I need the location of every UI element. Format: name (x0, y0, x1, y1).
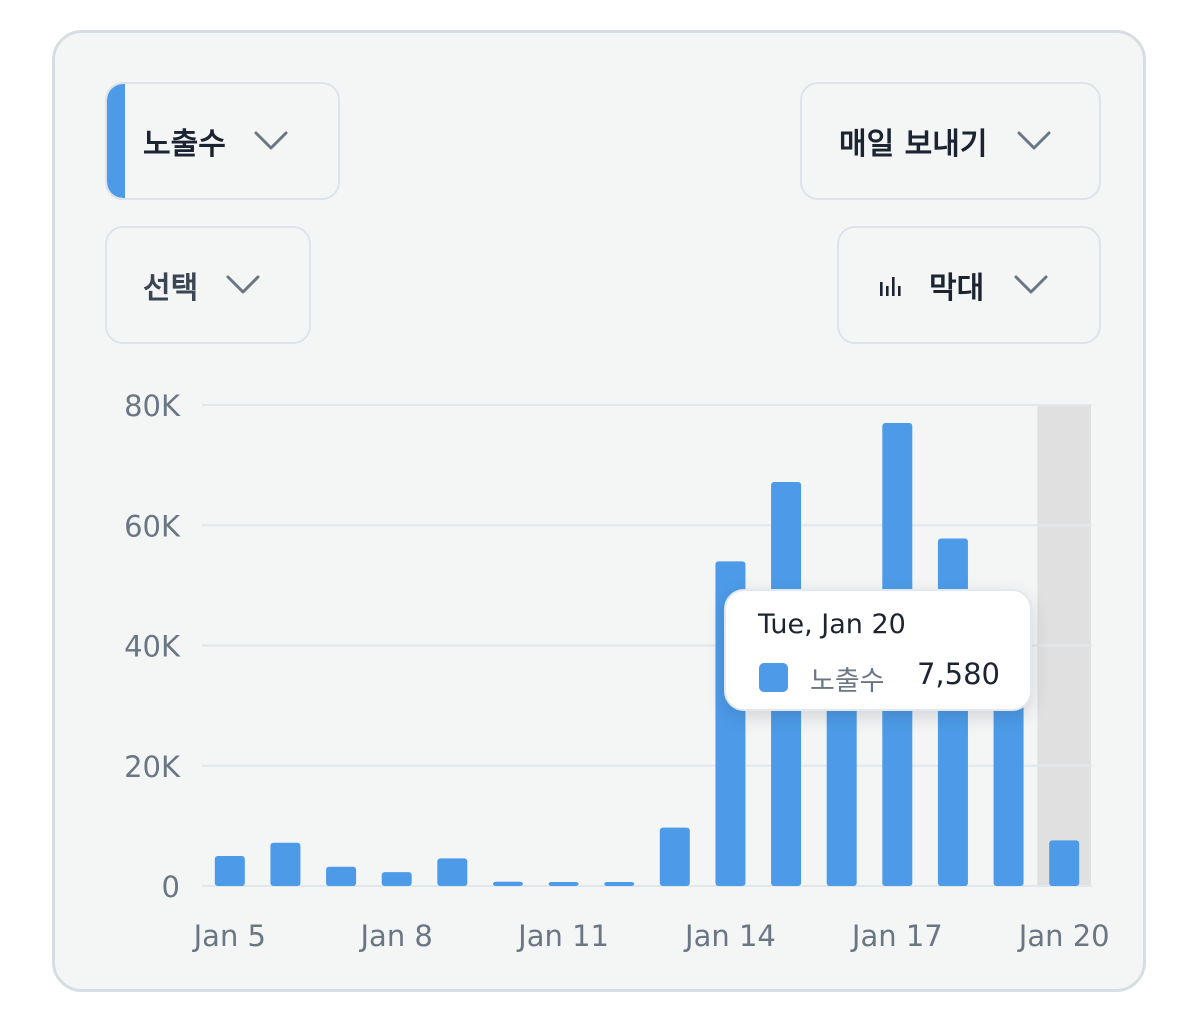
compare-dropdown-label: 선택 (143, 271, 199, 306)
x-tick-label: Jan 17 (850, 919, 943, 953)
metric-accent-strip (107, 84, 125, 198)
bar[interactable] (326, 866, 357, 886)
bar-chart-icon (880, 277, 901, 296)
y-tick-label: 40K (124, 630, 181, 664)
bar[interactable] (1049, 840, 1080, 886)
tooltip-date: Tue, Jan 20 (758, 609, 906, 640)
metric-dropdown[interactable]: 노출수 (105, 82, 340, 200)
bar[interactable] (270, 842, 301, 886)
chevron-down-icon (1017, 131, 1051, 150)
chevron-down-icon (254, 131, 288, 150)
y-tick-label: 60K (124, 509, 181, 543)
chart-type-dropdown[interactable]: 막대 (837, 226, 1101, 344)
bar[interactable] (214, 855, 245, 886)
compare-dropdown[interactable]: 선택 (105, 226, 311, 344)
bar[interactable] (437, 858, 468, 886)
tooltip-value: 7,580 (916, 657, 1000, 691)
bar[interactable] (659, 827, 690, 886)
chart-type-dropdown-label: 막대 (929, 271, 985, 306)
chevron-down-icon (226, 275, 260, 294)
tooltip-series-label: 노출수 (810, 666, 885, 697)
bar[interactable] (492, 881, 523, 886)
bar[interactable] (604, 882, 635, 886)
chart-card: 노출수 매일 보내기 선택 막대 (52, 30, 1146, 992)
frequency-dropdown[interactable]: 매일 보내기 (800, 82, 1101, 200)
chevron-down-icon (1014, 275, 1048, 294)
x-tick-label: Jan 14 (683, 919, 776, 953)
tooltip-series-swatch (759, 663, 788, 692)
x-tick-label: Jan 20 (1017, 919, 1110, 953)
y-tick-label: 20K (124, 750, 181, 784)
chart-tooltip: Tue, Jan 20 노출수 7,580 (724, 589, 1032, 711)
y-tick-label: 0 (162, 870, 180, 904)
y-tick-label: 80K (124, 389, 181, 423)
bar[interactable] (381, 872, 412, 886)
x-tick-label: Jan 5 (192, 919, 266, 953)
frequency-dropdown-label: 매일 보내기 (839, 127, 988, 162)
x-tick-label: Jan 11 (516, 919, 609, 953)
bar[interactable] (548, 882, 579, 886)
metric-dropdown-label: 노출수 (143, 127, 226, 162)
x-tick-label: Jan 8 (359, 919, 433, 953)
